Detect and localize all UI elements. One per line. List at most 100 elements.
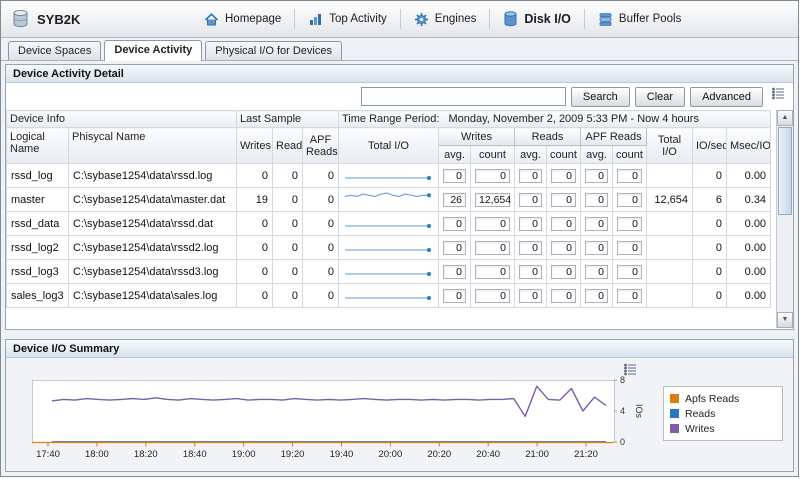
cell-reads-avg[interactable]: 0	[514, 211, 547, 236]
cell-apf-count[interactable]: 0	[612, 163, 647, 188]
subheader-reads-avg[interactable]: avg.	[514, 145, 547, 164]
cell-writes-avg[interactable]: 0	[438, 283, 471, 308]
subheader-writes-avg[interactable]: avg.	[438, 145, 471, 164]
nav-homepage[interactable]: Homepage	[191, 12, 294, 27]
cell-apf-count[interactable]: 0	[612, 283, 647, 308]
cell-writes-avg[interactable]: 0	[438, 235, 471, 260]
value-box[interactable]: 0	[551, 264, 576, 279]
value-box[interactable]: 0	[443, 288, 466, 303]
value-box[interactable]: 0	[443, 264, 466, 279]
cell-apf-count[interactable]: 0	[612, 235, 647, 260]
column-header-reads[interactable]: Reads	[272, 127, 303, 164]
cell-reads-avg[interactable]: 0	[514, 163, 547, 188]
column-group-writes[interactable]: Writes	[438, 127, 515, 146]
tab-physical-io-for-devices[interactable]: Physical I/O for Devices	[205, 41, 342, 60]
value-box[interactable]: 0	[585, 216, 608, 231]
search-input[interactable]	[360, 87, 566, 106]
cell-reads-avg[interactable]: 0	[514, 187, 547, 212]
nav-top-activity[interactable]: Top Activity	[295, 12, 400, 27]
cell-reads-count[interactable]: 0	[546, 211, 581, 236]
search-button[interactable]: Search	[570, 86, 630, 107]
advanced-button[interactable]: Advanced	[690, 86, 763, 107]
value-box[interactable]: 0	[617, 192, 642, 207]
value-box[interactable]: 0	[443, 216, 466, 231]
cell-apf-avg[interactable]: 0	[580, 187, 613, 212]
value-box[interactable]: 0	[475, 168, 510, 183]
cell-writes-count[interactable]: 12,654	[470, 187, 515, 212]
value-box[interactable]: 0	[585, 240, 608, 255]
clear-button[interactable]: Clear	[634, 86, 686, 107]
table-row[interactable]: rssd_log3 C:\sybase1254\data\rssd3.log 0 0 0…	[6, 259, 772, 284]
tab-device-activity[interactable]: Device Activity	[104, 40, 203, 61]
value-box[interactable]: 0	[551, 192, 576, 207]
table-row[interactable]: master C:\sybase1254\data\master.dat 19 0 0 2…	[6, 187, 772, 212]
value-box[interactable]: 0	[475, 240, 510, 255]
cell-apf-avg[interactable]: 0	[580, 163, 613, 188]
vertical-scrollbar[interactable]: ▲ ▼	[776, 110, 793, 328]
value-box[interactable]: 0	[617, 264, 642, 279]
cell-writes-avg[interactable]: 0	[438, 259, 471, 284]
column-group-reads[interactable]: Reads	[514, 127, 581, 146]
column-group-apf-reads[interactable]: APF Reads	[580, 127, 647, 146]
cell-apf-count[interactable]: 0	[612, 259, 647, 284]
tab-device-spaces[interactable]: Device Spaces	[8, 41, 102, 60]
cell-apf-count[interactable]: 0	[612, 211, 647, 236]
cell-writes-avg[interactable]: 0	[438, 163, 471, 188]
cell-writes-count[interactable]: 0	[470, 235, 515, 260]
table-row[interactable]: sales_log3 C:\sybase1254\data\sales.log 0 0…	[6, 283, 772, 308]
scroll-up-icon[interactable]: ▲	[777, 110, 793, 126]
cell-reads-avg[interactable]: 0	[514, 235, 547, 260]
cell-reads-count[interactable]: 0	[546, 235, 581, 260]
scrollbar-thumb[interactable]	[778, 127, 792, 215]
value-box[interactable]: 0	[519, 240, 542, 255]
subheader-apf-count[interactable]: count	[612, 145, 647, 164]
cell-reads-count[interactable]: 0	[546, 187, 581, 212]
value-box[interactable]: 0	[585, 192, 608, 207]
cell-apf-count[interactable]: 0	[612, 187, 647, 212]
value-box[interactable]: 0	[617, 240, 642, 255]
value-box[interactable]: 0	[551, 288, 576, 303]
value-box[interactable]: 0	[585, 264, 608, 279]
column-header-io-sec[interactable]: IO/sec	[692, 127, 727, 164]
nav-disk-io[interactable]: Disk I/O	[490, 11, 584, 27]
value-box[interactable]: 26	[443, 192, 466, 207]
column-header-writes[interactable]: Writes	[236, 127, 273, 164]
nav-engines[interactable]: Engines	[401, 12, 490, 27]
value-box[interactable]: 0	[475, 264, 510, 279]
cell-writes-count[interactable]: 0	[470, 259, 515, 284]
cell-reads-avg[interactable]: 0	[514, 283, 547, 308]
value-box[interactable]: 0	[519, 288, 542, 303]
value-box[interactable]: 0	[585, 288, 608, 303]
cell-apf-avg[interactable]: 0	[580, 283, 613, 308]
value-box[interactable]: 0	[617, 168, 642, 183]
nav-buffer-pools[interactable]: Buffer Pools	[585, 12, 694, 27]
table-options-icon[interactable]	[772, 87, 785, 106]
table-row[interactable]: rssd_log C:\sybase1254\data\rssd.log 0 0 0 0 0…	[6, 163, 772, 188]
value-box[interactable]: 0	[519, 216, 542, 231]
cell-reads-count[interactable]: 0	[546, 283, 581, 308]
cell-reads-count[interactable]: 0	[546, 163, 581, 188]
value-box[interactable]: 0	[443, 240, 466, 255]
chart-options-icon[interactable]	[624, 363, 637, 382]
cell-writes-count[interactable]: 0	[470, 211, 515, 236]
value-box[interactable]: 0	[585, 168, 608, 183]
value-box[interactable]: 0	[551, 216, 576, 231]
value-box[interactable]: 0	[475, 288, 510, 303]
value-box[interactable]: 0	[551, 168, 576, 183]
column-header-logical-name[interactable]: Logical Name	[6, 127, 69, 164]
cell-writes-count[interactable]: 0	[470, 283, 515, 308]
value-box[interactable]: 0	[617, 216, 642, 231]
value-box[interactable]: 0	[551, 240, 576, 255]
value-box[interactable]: 0	[519, 264, 542, 279]
cell-apf-avg[interactable]: 0	[580, 259, 613, 284]
scroll-down-icon[interactable]: ▼	[777, 312, 793, 328]
cell-writes-avg[interactable]: 26	[438, 187, 471, 212]
value-box[interactable]: 0	[617, 288, 642, 303]
column-header-msec-io[interactable]: Msec/IO	[725, 127, 772, 164]
subheader-writes-count[interactable]: count	[470, 145, 515, 164]
cell-reads-avg[interactable]: 0	[514, 259, 547, 284]
subheader-reads-count[interactable]: count	[546, 145, 581, 164]
value-box[interactable]: 0	[443, 168, 466, 183]
value-box[interactable]: 0	[519, 168, 542, 183]
value-box[interactable]: 12,654	[475, 192, 511, 207]
